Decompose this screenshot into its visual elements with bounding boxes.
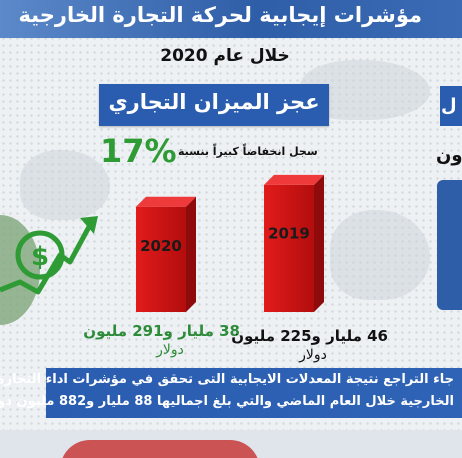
decline-note: سجل انخفاضاً كبيراً بنسبة — [178, 145, 318, 158]
bar-top-2019 — [264, 174, 324, 185]
bar-2020 — [136, 206, 186, 312]
bar-side-2019 — [314, 174, 324, 312]
summary-line-1: جاء التراجع نتيجة المعدلات الايجابية الت… — [0, 372, 454, 387]
decline-percent: 17% — [100, 132, 177, 170]
bars-layer: 2020 2019 — [136, 174, 324, 312]
side-box — [440, 86, 462, 126]
bar-top-2020 — [136, 196, 196, 207]
dollar-icon: $ — [15, 230, 65, 280]
deficit-box: عجز الميزان التجاري — [99, 84, 329, 126]
trend-arrow-icon — [0, 216, 98, 295]
bar-side-2020 — [186, 196, 196, 312]
unit-label-2019: دولار — [299, 347, 327, 363]
bar-category-label-2019: 2019 — [268, 224, 310, 242]
period-subtitle: خلال عام 2020 — [160, 46, 290, 66]
deficit-label: عجز الميزان التجاري — [108, 90, 320, 114]
summary-box: جاء التراجع نتيجة المعدلات الايجابية الت… — [0, 368, 462, 418]
side-text: ون — [436, 145, 462, 166]
map-shape — [330, 210, 430, 300]
unit-label-2020: دولار — [156, 342, 184, 358]
bottom-decor — [60, 440, 260, 458]
bar-2019 — [264, 184, 314, 312]
summary-line-2: الخارجية خلال العام الماضي والتي بلغ اجم… — [0, 394, 454, 409]
title-banner: مؤشرات إيجابية لحركة التجارة الخارجية — [0, 0, 462, 38]
page-title: مؤشرات إيجابية لحركة التجارة الخارجية — [18, 3, 422, 27]
map-shape — [20, 150, 110, 220]
value-label-2019: 46 مليار و225 مليون — [231, 327, 388, 345]
side-panel — [437, 180, 462, 310]
value-label-2020: 38 مليار و291 مليون — [83, 322, 240, 340]
bar-category-label-2020: 2020 — [140, 237, 182, 255]
side-box-text: ل — [441, 95, 457, 116]
svg-text:$: $ — [31, 242, 49, 272]
